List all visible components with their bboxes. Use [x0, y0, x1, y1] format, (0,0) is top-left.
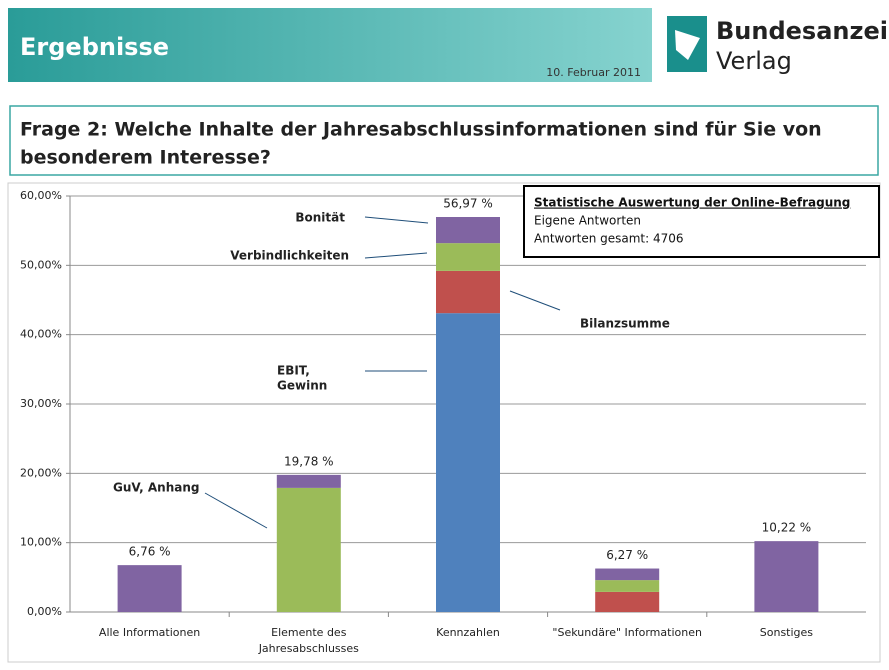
annotation: Gewinn	[277, 379, 327, 393]
bar-segment	[595, 591, 660, 612]
annotation: EBIT,	[277, 364, 310, 378]
info-text: Statistische Auswertung der Online-Befra…	[534, 196, 850, 210]
total-label: 6,27 %	[606, 548, 648, 562]
x-tick-label: "Sekundäre" Informationen	[552, 626, 702, 639]
y-tick-label: 50,00%	[20, 258, 62, 271]
x-tick-label: Alle Informationen	[99, 626, 200, 639]
header-band	[8, 8, 652, 82]
question-line: besonderem Interesse?	[20, 147, 271, 169]
bar-segment	[436, 313, 500, 612]
annotation-leader	[364, 216, 429, 224]
y-tick-label: 0,00%	[27, 605, 62, 618]
info-text: Antworten gesamt: 4706	[534, 232, 684, 246]
bar-segment	[436, 243, 500, 271]
total-label: 56,97 %	[443, 197, 493, 211]
bar-segment	[436, 270, 500, 314]
y-tick-label: 10,00%	[20, 536, 62, 549]
y-tick-label: 20,00%	[20, 466, 62, 479]
annotation-leader	[204, 492, 268, 529]
total-label: 19,78 %	[284, 454, 334, 468]
logo-name: Bundesanzeiger	[716, 17, 889, 45]
header-date: 10. Februar 2011	[546, 66, 641, 79]
logo-mark	[675, 30, 700, 60]
bar-segment	[595, 568, 660, 581]
x-tick-label: Jahresabschlusses	[258, 642, 359, 655]
total-label: 6,76 %	[129, 545, 171, 559]
logo: Bundesanzeiger Verlag	[667, 16, 889, 75]
chart-frame	[7, 182, 881, 663]
annotation: Bilanzsumme	[580, 317, 670, 331]
bar-segment	[117, 565, 182, 612]
chart: 0,00% 10,00% 20,00% 30,00% 40,00% 50,00% 60,00…	[20, 185, 880, 655]
annotation-leader	[364, 252, 428, 259]
question-box	[9, 105, 879, 176]
x-tick-label: Sonstiges	[760, 626, 814, 639]
bar-segment	[436, 217, 500, 244]
info-box	[523, 185, 880, 258]
x-tick-label: Kennzahlen	[436, 626, 500, 639]
y-tick-label: 60,00%	[20, 189, 62, 202]
header-title: Ergebnisse	[20, 33, 169, 61]
annotation: GuV, Anhang	[113, 481, 199, 495]
annotation: Bonität	[295, 211, 345, 225]
question-line: Frage 2: Welche Inhalte der Jahresabschl…	[20, 119, 822, 141]
bar-segment	[595, 580, 660, 592]
bar-segment	[276, 474, 341, 488]
y-tick-label: 40,00%	[20, 328, 62, 341]
annotation-leader	[509, 290, 561, 311]
bar-segment	[276, 487, 341, 612]
annotation: Verbindlichkeiten	[230, 249, 349, 263]
info-text: Eigene Antworten	[534, 214, 641, 228]
y-tick-label: 30,00%	[20, 397, 62, 410]
bar-segment	[754, 541, 819, 612]
x-tick-label: Elemente des	[271, 626, 347, 639]
total-label: 10,22 %	[762, 521, 812, 535]
logo-sub: Verlag	[716, 47, 792, 75]
